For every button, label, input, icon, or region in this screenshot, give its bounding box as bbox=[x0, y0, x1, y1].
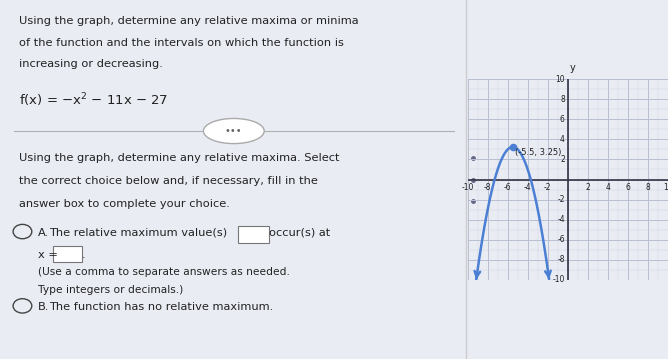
Text: f(x) = $-$x$^2$ $-$ 11x $-$ 27: f(x) = $-$x$^2$ $-$ 11x $-$ 27 bbox=[19, 92, 168, 109]
Text: 10: 10 bbox=[663, 183, 668, 192]
Text: 2: 2 bbox=[585, 183, 591, 192]
Text: -2: -2 bbox=[544, 183, 552, 192]
Text: -10: -10 bbox=[552, 275, 565, 284]
Text: Type integers or decimals.): Type integers or decimals.) bbox=[38, 285, 184, 295]
Text: -6: -6 bbox=[504, 183, 512, 192]
Text: (-5.5, 3.25): (-5.5, 3.25) bbox=[514, 148, 561, 157]
Text: -10: -10 bbox=[462, 183, 474, 192]
Text: 8: 8 bbox=[645, 183, 651, 192]
Text: x =: x = bbox=[38, 250, 58, 260]
Text: y: y bbox=[569, 63, 575, 73]
Text: •••: ••• bbox=[225, 126, 242, 136]
FancyBboxPatch shape bbox=[238, 226, 269, 243]
Text: -6: -6 bbox=[557, 235, 565, 244]
Text: 2: 2 bbox=[560, 155, 565, 164]
Text: Using the graph, determine any relative maxima. Select: Using the graph, determine any relative … bbox=[19, 153, 339, 163]
Text: (Use a comma to separate answers as needed.: (Use a comma to separate answers as need… bbox=[38, 267, 290, 278]
Text: -4: -4 bbox=[557, 215, 565, 224]
Text: answer box to complete your choice.: answer box to complete your choice. bbox=[19, 199, 230, 209]
Text: Using the graph, determine any relative maxima or minima: Using the graph, determine any relative … bbox=[19, 16, 358, 26]
Text: The relative maximum value(s): The relative maximum value(s) bbox=[49, 228, 227, 238]
Text: 6: 6 bbox=[625, 183, 631, 192]
Text: the correct choice below and, if necessary, fill in the: the correct choice below and, if necessa… bbox=[19, 176, 317, 186]
Ellipse shape bbox=[203, 118, 264, 144]
Text: 10: 10 bbox=[555, 75, 565, 84]
Text: of the function and the intervals on which the function is: of the function and the intervals on whi… bbox=[19, 38, 343, 48]
Text: A.: A. bbox=[38, 228, 49, 238]
FancyBboxPatch shape bbox=[53, 246, 81, 262]
Text: -8: -8 bbox=[484, 183, 492, 192]
Text: 4: 4 bbox=[605, 183, 611, 192]
Text: -8: -8 bbox=[557, 255, 565, 264]
Text: 8: 8 bbox=[560, 95, 565, 104]
Text: -4: -4 bbox=[524, 183, 532, 192]
Text: occur(s) at: occur(s) at bbox=[269, 228, 330, 238]
Text: 4: 4 bbox=[560, 135, 565, 144]
Text: .: . bbox=[81, 250, 85, 260]
Text: 6: 6 bbox=[560, 115, 565, 124]
Text: increasing or decreasing.: increasing or decreasing. bbox=[19, 59, 162, 69]
Text: B.: B. bbox=[38, 302, 49, 312]
Text: -2: -2 bbox=[557, 195, 565, 204]
Text: The function has no relative maximum.: The function has no relative maximum. bbox=[49, 302, 273, 312]
